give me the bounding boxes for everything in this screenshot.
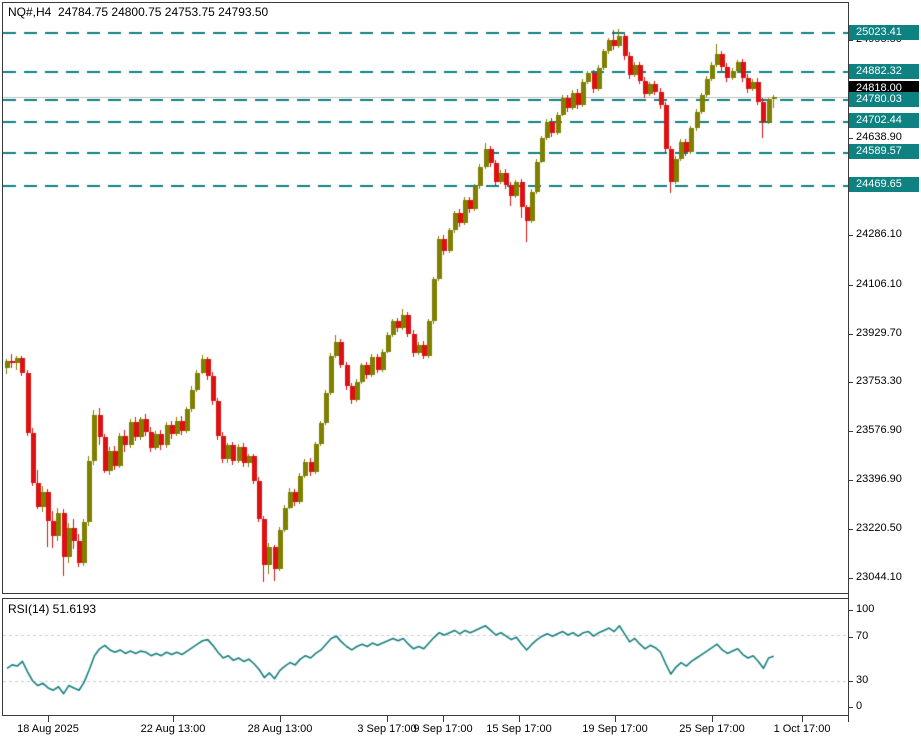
price-axis-label: 23220.50 bbox=[856, 522, 902, 534]
price-axis-tick bbox=[848, 138, 853, 139]
price-axis-line bbox=[848, 2, 849, 722]
time-axis-label: 28 Aug 13:00 bbox=[247, 723, 313, 735]
time-axis-tick bbox=[48, 716, 49, 722]
rsi-axis-label: 0 bbox=[856, 700, 863, 712]
price-axis-label: 23753.30 bbox=[856, 375, 902, 387]
candlestick-chart-canvas[interactable] bbox=[3, 3, 848, 593]
level-price-tag: 25023.41 bbox=[849, 25, 919, 40]
time-axis-tick bbox=[802, 716, 803, 722]
level-price-tag: 24780.03 bbox=[849, 92, 919, 107]
time-axis-label: 9 Sep 17:00 bbox=[413, 723, 473, 735]
rsi-axis-label: 100 bbox=[856, 603, 875, 615]
rsi-axis-tick bbox=[848, 707, 853, 708]
rsi-axis-tick bbox=[848, 681, 853, 682]
time-axis-label: 3 Sep 17:00 bbox=[357, 723, 417, 735]
time-axis-tick bbox=[280, 716, 281, 722]
rsi-indicator-label: RSI(14) 51.6193 bbox=[8, 602, 97, 616]
rsi-indicator-pane bbox=[2, 598, 849, 716]
time-axis-tick bbox=[615, 716, 616, 722]
price-axis-label: 24286.10 bbox=[856, 228, 902, 240]
level-price-tag: 24702.44 bbox=[849, 113, 919, 128]
rsi-chart-canvas[interactable] bbox=[3, 599, 848, 715]
price-axis-label: 24638.90 bbox=[856, 131, 902, 143]
time-axis-label: 15 Sep 17:00 bbox=[486, 723, 552, 735]
price-axis-label: 24106.10 bbox=[856, 278, 902, 290]
price-axis-tick bbox=[848, 431, 853, 432]
price-axis-label: 23929.70 bbox=[856, 327, 902, 339]
price-axis-tick bbox=[848, 334, 853, 335]
price-axis-tick bbox=[848, 382, 853, 383]
price-axis-tick bbox=[848, 285, 853, 286]
time-axis-tick bbox=[519, 716, 520, 722]
time-axis-tick bbox=[173, 716, 174, 722]
time-axis-tick bbox=[443, 716, 444, 722]
rsi-axis-tick bbox=[848, 637, 853, 638]
time-axis-label: 1 Oct 17:00 bbox=[773, 723, 831, 735]
level-price-tag: 24882.32 bbox=[849, 64, 919, 79]
time-axis-label: 22 Aug 13:00 bbox=[140, 723, 206, 735]
time-axis-tick bbox=[387, 716, 388, 722]
price-axis-label: 23396.90 bbox=[856, 473, 902, 485]
time-axis-label: 19 Sep 17:00 bbox=[582, 723, 648, 735]
time-axis-label: 25 Sep 17:00 bbox=[679, 723, 745, 735]
rsi-axis-label: 30 bbox=[856, 674, 869, 686]
price-chart-pane bbox=[2, 2, 849, 594]
price-axis-tick bbox=[848, 529, 853, 530]
time-axis-tick bbox=[712, 716, 713, 722]
rsi-axis-label: 70 bbox=[856, 630, 869, 642]
time-axis-label: 18 Aug 2025 bbox=[17, 723, 79, 735]
level-price-tag: 24469.65 bbox=[849, 177, 919, 192]
level-price-tag: 24589.57 bbox=[849, 144, 919, 159]
rsi-axis-tick bbox=[848, 610, 853, 611]
symbol-quote-line: NQ#,H4 24784.75 24800.75 24753.75 24793.… bbox=[8, 5, 269, 19]
price-axis-tick bbox=[848, 578, 853, 579]
price-axis-tick bbox=[848, 480, 853, 481]
price-axis-tick bbox=[848, 235, 853, 236]
price-axis-tick bbox=[848, 40, 853, 41]
price-axis-label: 23044.10 bbox=[856, 571, 902, 583]
price-axis-label: 23576.90 bbox=[856, 424, 902, 436]
